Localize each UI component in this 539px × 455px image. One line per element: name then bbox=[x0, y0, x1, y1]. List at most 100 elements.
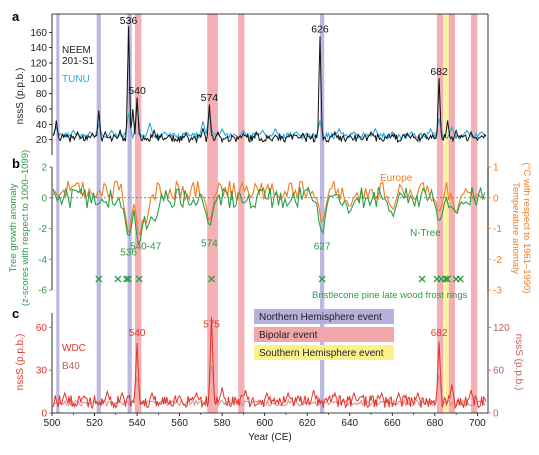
event-band bbox=[448, 14, 456, 413]
frost-ring-mark bbox=[208, 275, 215, 283]
panel-b-left-tick-label: 0 bbox=[41, 193, 47, 204]
frost-ring-stroke bbox=[456, 275, 464, 283]
frost-ring-stroke bbox=[418, 275, 426, 283]
labels: 20406080100120140160536540574626682NEEM2… bbox=[8, 9, 532, 443]
frost-ring-mark bbox=[95, 275, 103, 283]
panel-c-left-tick-label: 30 bbox=[36, 366, 48, 377]
legend-label: Southern Hemisphere event bbox=[259, 348, 384, 359]
frost-ring-stroke bbox=[125, 275, 133, 283]
panel-a-ytick-label: 60 bbox=[36, 105, 48, 116]
frost-ring-mark bbox=[135, 275, 143, 283]
panel-a-peak-label: 540 bbox=[128, 85, 146, 97]
panel-c-right-tick-label: 60 bbox=[493, 366, 505, 377]
frost-ring-mark bbox=[444, 275, 452, 283]
legend-b40: B40 bbox=[62, 361, 80, 372]
frost-ring-mark bbox=[122, 275, 130, 283]
panel-b-left-tick-label: 2 bbox=[41, 163, 47, 174]
frost-ring-stroke bbox=[95, 275, 103, 283]
frost-ring-mark bbox=[418, 275, 426, 283]
event-band bbox=[238, 14, 245, 413]
x-tick-label: 600 bbox=[256, 418, 273, 429]
panel-c-right-tick-label: 0 bbox=[493, 409, 499, 420]
frost-ring-mark bbox=[114, 275, 122, 283]
panel-letter-b: b bbox=[12, 156, 20, 171]
panel-a-peak-label: 536 bbox=[120, 15, 138, 27]
panel-b-left-tick-label: -6 bbox=[38, 286, 47, 297]
panel-c-right-tick-label: 120 bbox=[493, 323, 510, 334]
frost-ring-mark bbox=[442, 275, 449, 283]
panel-a-ylabel: nssS (p.p.b.) bbox=[15, 68, 26, 125]
x-tick-label: 500 bbox=[44, 418, 61, 429]
panel-b-left-tick-label: -4 bbox=[38, 255, 47, 266]
event-band bbox=[127, 14, 132, 413]
panel-c-peak-label: 540 bbox=[129, 328, 146, 339]
series-europe-line bbox=[52, 179, 486, 236]
x-tick-label: 540 bbox=[129, 418, 146, 429]
series-neem-line bbox=[52, 26, 487, 144]
legend-swatch bbox=[254, 309, 394, 324]
event-band bbox=[436, 14, 444, 413]
series-ntree-line bbox=[52, 186, 486, 246]
panel-a-ytick-label: 20 bbox=[36, 135, 48, 146]
legend-neem: NEEM bbox=[62, 45, 91, 56]
panel-b-right-tick-label: -2 bbox=[493, 255, 502, 266]
series bbox=[52, 26, 487, 410]
legend-swatch bbox=[254, 345, 394, 360]
panel-b-right-label-2: (°C with respect to 1961–1990) bbox=[521, 162, 532, 293]
frost-ring-stroke bbox=[208, 275, 215, 283]
panel-b-event-label: 627 bbox=[314, 241, 331, 252]
frost-ring-mark bbox=[125, 275, 133, 283]
panel-b-right-tick-label: 1 bbox=[493, 163, 499, 174]
x-tick-label: 560 bbox=[171, 418, 188, 429]
frost-ring-label: Bristlecone pine late wood frost rings bbox=[312, 290, 467, 301]
series-wdc-line bbox=[52, 317, 487, 410]
legend-europe: Europe bbox=[380, 173, 413, 184]
panel-a-ytick-label: 40 bbox=[36, 120, 48, 131]
event-band bbox=[470, 14, 478, 413]
panel-c-right-label: nssS (p.p.b.) bbox=[513, 334, 524, 391]
frost-ring-stroke bbox=[122, 275, 130, 283]
x-tick-label: 660 bbox=[384, 418, 401, 429]
panel-a-ytick-label: 160 bbox=[30, 28, 47, 39]
frost-ring-stroke bbox=[442, 275, 449, 283]
panel-letter-a: a bbox=[12, 9, 20, 24]
x-axis-label: Year (CE) bbox=[248, 432, 292, 443]
x-tick-label: 640 bbox=[341, 418, 358, 429]
legend-neem-core: 201-S1 bbox=[62, 56, 95, 67]
frost-ring-stroke bbox=[114, 275, 122, 283]
x-tick-label: 580 bbox=[214, 418, 231, 429]
panel-b-right-tick-label: 0 bbox=[493, 193, 499, 204]
axes bbox=[49, 13, 491, 416]
panel-b-right-tick-label: -1 bbox=[493, 224, 502, 235]
panel-letter-c: c bbox=[12, 306, 19, 321]
panel-c-peak-label: 575 bbox=[203, 319, 220, 330]
x-tick-label: 620 bbox=[299, 418, 316, 429]
panel-b-right-label-1: Temperature anomaly bbox=[510, 182, 521, 274]
legend-label: Northern Hemisphere event bbox=[259, 312, 382, 323]
panel-b-left-tick-label: -2 bbox=[38, 224, 47, 235]
event-band bbox=[56, 14, 60, 413]
panel-a-ytick-label: 140 bbox=[30, 43, 47, 54]
x-tick-label: 520 bbox=[86, 418, 103, 429]
x-tick-label: 680 bbox=[426, 418, 443, 429]
panel-c-peak-label: 682 bbox=[431, 328, 448, 339]
series-tunu-line bbox=[52, 105, 487, 141]
x-tick-label: 700 bbox=[469, 418, 486, 429]
frost-ring-mark bbox=[318, 275, 326, 283]
event-band bbox=[444, 14, 449, 413]
panel-b-event-label: 574 bbox=[201, 238, 218, 249]
frost-ring-stroke bbox=[318, 275, 326, 283]
panel-b-left-label-2: (z-scores with respect to 1000–1099) bbox=[20, 150, 31, 306]
panel-a-ytick-label: 100 bbox=[30, 74, 47, 85]
legend-tunu: TUNU bbox=[62, 74, 90, 85]
frost-ring-stroke bbox=[135, 275, 143, 283]
panel-c-left-label: nssS (p.p.b.) bbox=[15, 334, 26, 391]
panel-a-peak-label: 626 bbox=[311, 24, 329, 36]
panel-a-peak-label: 574 bbox=[201, 92, 219, 104]
panel-b-right-tick-label: -3 bbox=[493, 286, 502, 297]
panel-a-ytick-label: 120 bbox=[30, 59, 47, 70]
panel-b-event-label: 536 bbox=[120, 248, 137, 259]
legend-label: Bipolar event bbox=[259, 330, 318, 341]
